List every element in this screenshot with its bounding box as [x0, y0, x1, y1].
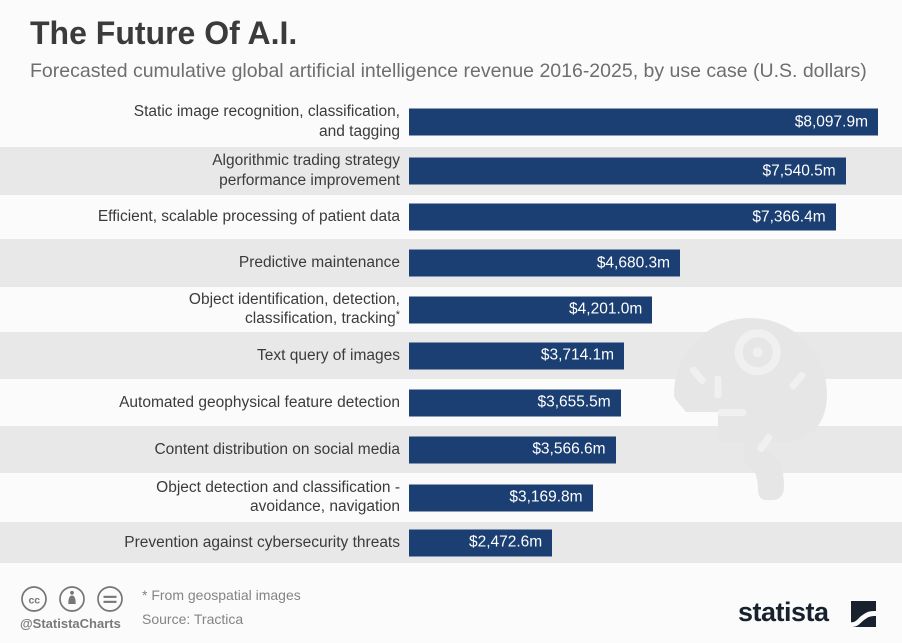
svg-text:statista: statista	[738, 597, 830, 627]
svg-text:cc: cc	[28, 595, 40, 607]
